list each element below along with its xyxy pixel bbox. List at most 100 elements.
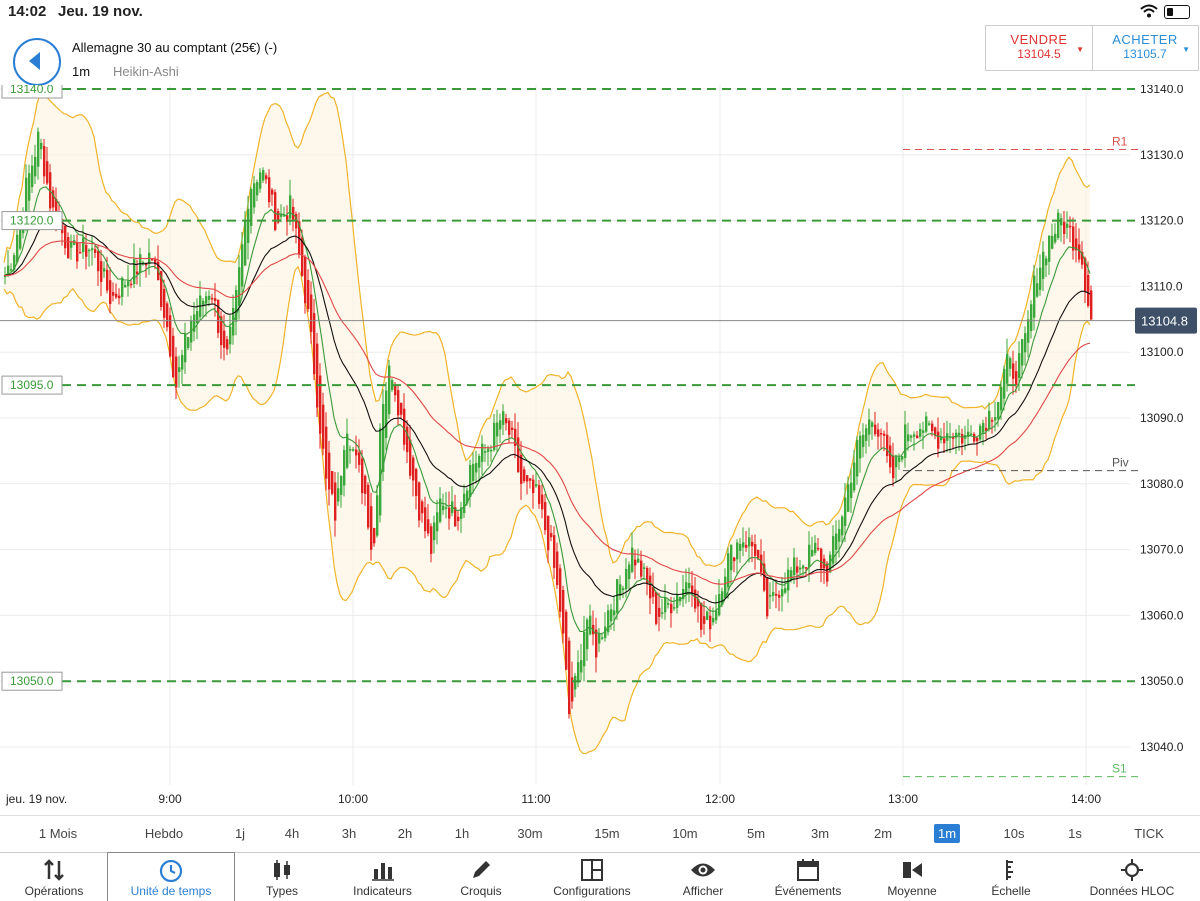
tab-label: Événements bbox=[774, 884, 842, 898]
candle-body bbox=[415, 468, 418, 496]
tab-croquis[interactable]: Croquis bbox=[434, 853, 528, 901]
candle-body bbox=[637, 558, 640, 563]
price-tick-label: 13040.0 bbox=[1140, 740, 1184, 754]
buy-dropdown-icon[interactable]: ▼ bbox=[1182, 45, 1190, 54]
candle-body bbox=[382, 404, 385, 472]
price-chart[interactable]: 13140.0 13120.0 13095.0 13050.0 R1 Piv S1 1314… bbox=[0, 85, 1200, 813]
current-timeframe-label[interactable]: 1m bbox=[72, 64, 91, 79]
tab-indicateurs[interactable]: Indicateurs bbox=[331, 853, 434, 901]
candle-body bbox=[118, 295, 121, 299]
timeframe-button-3h[interactable]: 3h bbox=[341, 826, 357, 841]
candle-body bbox=[220, 316, 223, 346]
timeframe-button-4h[interactable]: 4h bbox=[284, 826, 300, 841]
time-tick-label: 13:00 bbox=[888, 792, 918, 806]
chart-type-label[interactable]: Heikin-Ashi bbox=[113, 64, 179, 79]
candle-body bbox=[286, 215, 289, 222]
timeframe-button-1m[interactable]: 1m bbox=[933, 824, 961, 843]
timeframe-button-1j[interactable]: 1j bbox=[234, 826, 246, 841]
candle-body bbox=[919, 428, 922, 437]
bollinger-lower-line bbox=[3, 265, 1091, 755]
candle-body bbox=[685, 582, 688, 595]
candle-body bbox=[301, 237, 304, 276]
candle-body bbox=[640, 560, 643, 577]
candle-body bbox=[829, 554, 832, 573]
candle-body bbox=[403, 408, 406, 445]
tab-types[interactable]: Types bbox=[233, 853, 331, 901]
sell-dropdown-icon[interactable]: ▼ bbox=[1076, 45, 1084, 54]
candle-body bbox=[193, 314, 196, 332]
tab-unite-de-temps[interactable]: Unité de temps bbox=[107, 852, 235, 901]
candle-body bbox=[280, 213, 283, 217]
price-axis[interactable]: 13140.0 13130.0 13120.0 13110.0 13100.0 13090… bbox=[1135, 85, 1197, 754]
bottom-toolbar: Opérations Unité de temps Types Indicateurs… bbox=[0, 852, 1200, 901]
candle-body bbox=[508, 420, 511, 435]
timeframe-button-1-mois[interactable]: 1 Mois bbox=[38, 826, 78, 841]
timeframe-button-hebdo[interactable]: Hebdo bbox=[144, 826, 184, 841]
candle-body bbox=[994, 416, 997, 421]
candle-body bbox=[313, 313, 316, 375]
timeframe-button-30m[interactable]: 30m bbox=[517, 826, 543, 841]
tab-configurations[interactable]: Configurations bbox=[528, 853, 656, 901]
candle-body bbox=[856, 440, 859, 477]
timeframe-button-10s[interactable]: 10s bbox=[1003, 826, 1025, 841]
candle-body bbox=[1087, 274, 1090, 306]
candle-body bbox=[295, 213, 298, 229]
tab-operations[interactable]: Opérations bbox=[0, 853, 108, 901]
buy-button[interactable]: ACHETER 13105.7 ▼ bbox=[1092, 26, 1198, 70]
timeframe-button-5m[interactable]: 5m bbox=[746, 826, 766, 841]
candle-body bbox=[748, 537, 751, 547]
alert-label-box[interactable] bbox=[1, 375, 63, 395]
sell-button[interactable]: VENDRE 13104.5 ▼ bbox=[986, 26, 1093, 70]
candle-body bbox=[202, 300, 205, 307]
timeframe-button-2h[interactable]: 2h bbox=[397, 826, 413, 841]
alert-label-box[interactable] bbox=[1, 671, 63, 691]
candle-body bbox=[997, 402, 1000, 419]
alert-label-box[interactable] bbox=[1, 85, 63, 99]
alert-label-box[interactable] bbox=[1, 211, 63, 231]
candle-body bbox=[82, 237, 85, 253]
time-axis[interactable]: jeu. 19 nov. 9:00 10:00 11:00 12:00 13:00 14:0… bbox=[5, 792, 1101, 806]
candle-body bbox=[226, 339, 229, 350]
arrows-updown-icon bbox=[42, 859, 66, 886]
tab-echelle[interactable]: Échelle bbox=[958, 853, 1064, 901]
candle-body bbox=[883, 433, 886, 436]
candle-body bbox=[793, 557, 796, 576]
bollinger-upper-line bbox=[3, 91, 1091, 567]
price-tick-label: 13080.0 bbox=[1140, 477, 1184, 491]
candle-body bbox=[19, 217, 22, 249]
timeframe-button-15m[interactable]: 15m bbox=[594, 826, 620, 841]
timeframe-button-10m[interactable]: 10m bbox=[672, 826, 698, 841]
candle-body bbox=[553, 535, 556, 568]
candle-body bbox=[754, 544, 757, 556]
candle-body bbox=[886, 434, 889, 457]
timeframe-button-1h[interactable]: 1h bbox=[454, 826, 470, 841]
back-button[interactable] bbox=[13, 38, 61, 86]
tab-evenements[interactable]: Événements bbox=[750, 853, 866, 901]
timeframe-button-tick[interactable]: TICK bbox=[1134, 826, 1164, 841]
tab-afficher[interactable]: Afficher bbox=[656, 853, 750, 901]
candle-body bbox=[988, 410, 991, 430]
timeframe-button-2m[interactable]: 2m bbox=[873, 826, 893, 841]
candle-body bbox=[583, 632, 586, 667]
candle-body bbox=[478, 455, 481, 468]
candle-body bbox=[7, 265, 10, 276]
candle-body bbox=[955, 432, 958, 438]
candle-body bbox=[502, 411, 505, 425]
candle-body bbox=[277, 211, 280, 223]
candle-body bbox=[619, 584, 622, 597]
timeframe-button-1s[interactable]: 1s bbox=[1068, 826, 1082, 841]
candle-body bbox=[1063, 221, 1066, 234]
timeframe-button-3m[interactable]: 3m bbox=[810, 826, 830, 841]
alert-label: 13050.0 bbox=[10, 674, 54, 688]
candle-body bbox=[643, 567, 646, 569]
candle-body bbox=[115, 293, 118, 298]
candle-body bbox=[247, 208, 250, 244]
candle-body bbox=[868, 419, 871, 435]
candle-body bbox=[661, 612, 664, 614]
tab-donnees-hloc[interactable]: Données HLOC bbox=[1064, 853, 1200, 901]
candle-body bbox=[454, 507, 457, 527]
ma-line-sma-long bbox=[3, 240, 1091, 585]
tab-moyenne[interactable]: Moyenne bbox=[866, 853, 958, 901]
candle-body bbox=[64, 225, 67, 249]
candle-body bbox=[331, 471, 334, 494]
